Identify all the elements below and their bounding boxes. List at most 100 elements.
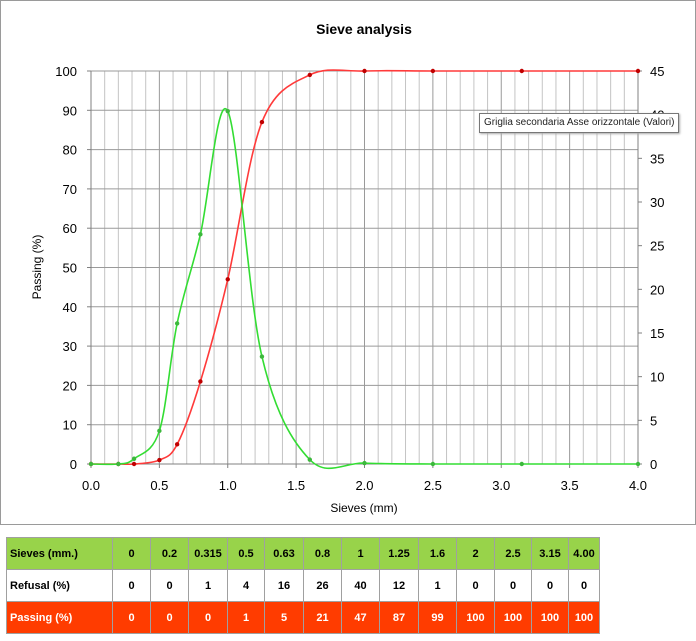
refusal-cell: 12 bbox=[379, 569, 419, 602]
refusal-row-label: Refusal (%) bbox=[6, 569, 113, 602]
y2-tick-label: 25 bbox=[650, 239, 664, 254]
y-tick-label: 60 bbox=[63, 221, 77, 236]
passing-data-point bbox=[157, 457, 162, 463]
sieves-cell: 0.63 bbox=[264, 537, 304, 570]
x-tick-label: 1.0 bbox=[219, 478, 237, 493]
y2-tick-label: 20 bbox=[650, 282, 664, 297]
y-tick-label: 50 bbox=[63, 261, 77, 276]
y2-tick-label: 35 bbox=[650, 151, 664, 166]
sieves-cell: 2.5 bbox=[494, 537, 532, 570]
refusal-row: Refusal (%) 0 0 1 4 16 26 40 12 1 0 0 0 0 bbox=[6, 569, 600, 602]
refusal-cell: 1 bbox=[188, 569, 228, 602]
passing-series-line bbox=[91, 69, 638, 466]
y2-tick-label: 10 bbox=[650, 370, 664, 385]
x-axis-label: Sieves (mm) bbox=[330, 501, 397, 515]
refusal-cell: 16 bbox=[264, 569, 304, 602]
refusal-data-point bbox=[307, 457, 312, 462]
refusal-cell: 0 bbox=[494, 569, 532, 602]
y2-tick-label: 5 bbox=[650, 413, 657, 428]
passing-row: Passing (%) 0 0 0 1 5 21 47 87 99 100 100 100 100 bbox=[6, 601, 600, 634]
refusal-data-point bbox=[362, 460, 367, 466]
passing-cell: 21 bbox=[303, 601, 342, 634]
refusal-cell: 0 bbox=[112, 569, 151, 602]
series-layer bbox=[88, 68, 641, 470]
refusal-data-point bbox=[519, 461, 524, 467]
passing-cell: 1 bbox=[227, 601, 265, 634]
passing-data-point bbox=[307, 72, 312, 78]
passing-cell: 99 bbox=[418, 601, 457, 634]
refusal-data-point bbox=[131, 456, 137, 461]
chart-area: Sieve analysis 0 10 20 30 40 50 60 70 80 90 100 0 5 1… bbox=[0, 0, 696, 525]
y-tick-label: 30 bbox=[63, 339, 77, 354]
sieves-cell: 1.6 bbox=[418, 537, 457, 570]
sieves-cell: 4.00 bbox=[568, 537, 600, 570]
passing-data-point bbox=[198, 379, 203, 384]
passing-cell: 0 bbox=[188, 601, 228, 634]
y-axis-label: Passing (%) bbox=[30, 235, 44, 300]
passing-data-point bbox=[225, 277, 230, 282]
passing-data-point bbox=[131, 461, 137, 467]
passing-data-point bbox=[635, 68, 641, 74]
y-tick-label: 10 bbox=[63, 418, 77, 433]
refusal-cell: 0 bbox=[568, 569, 600, 602]
refusal-cell: 0 bbox=[531, 569, 569, 602]
refusal-data-point bbox=[116, 461, 121, 467]
sieves-cell: 3.15 bbox=[531, 537, 569, 570]
refusal-cell: 4 bbox=[227, 569, 265, 602]
y-tick-label: 20 bbox=[63, 378, 77, 393]
passing-cell: 0 bbox=[150, 601, 189, 634]
refusal-cell: 40 bbox=[341, 569, 380, 602]
refusal-data-point bbox=[430, 461, 436, 467]
y2-tick-label: 30 bbox=[650, 195, 664, 210]
x-tick-label: 0.5 bbox=[150, 478, 168, 493]
passing-row-label: Passing (%) bbox=[6, 601, 113, 634]
refusal-data-point bbox=[225, 108, 230, 114]
refusal-data-point bbox=[88, 461, 94, 467]
sieves-cell: 1.25 bbox=[379, 537, 419, 570]
y2-tick-label: 45 bbox=[650, 64, 664, 79]
passing-data-point bbox=[519, 68, 524, 74]
x-tick-label: 2.5 bbox=[424, 478, 442, 493]
sieves-cell: 0 bbox=[112, 537, 151, 570]
y-tick-label: 80 bbox=[63, 143, 77, 158]
sieves-cell: 0.315 bbox=[188, 537, 228, 570]
x-tick-label: 2.0 bbox=[355, 478, 373, 493]
refusal-data-point bbox=[259, 354, 265, 359]
passing-data-point bbox=[174, 442, 180, 447]
passing-data-point bbox=[362, 68, 367, 74]
refusal-data-point bbox=[157, 428, 162, 434]
x-tick-label: 1.5 bbox=[287, 478, 305, 493]
passing-cell: 87 bbox=[379, 601, 419, 634]
gridline-tooltip: Griglia secondaria Asse orizzontale (Val… bbox=[479, 113, 680, 133]
refusal-data-point bbox=[174, 321, 180, 326]
y-tick-label: 100 bbox=[55, 64, 77, 79]
sieve-chart: Sieve analysis 0 10 20 30 40 50 60 70 80 90 100 0 5 1… bbox=[30, 21, 664, 515]
refusal-cell: 1 bbox=[418, 569, 457, 602]
sieves-row-label: Sieves (mm.) bbox=[6, 537, 113, 570]
passing-cell: 100 bbox=[456, 601, 495, 634]
axes: 0102030405060708090100051015202530354045… bbox=[55, 64, 664, 493]
x-tick-label: 3.0 bbox=[492, 478, 510, 493]
y2-tick-label: 0 bbox=[650, 457, 657, 472]
sieves-cell: 0.2 bbox=[150, 537, 189, 570]
passing-cell: 100 bbox=[494, 601, 532, 634]
y2-tick-label: 15 bbox=[650, 326, 664, 341]
x-tick-label: 4.0 bbox=[629, 478, 647, 493]
refusal-cell: 0 bbox=[150, 569, 189, 602]
refusal-cell: 26 bbox=[303, 569, 342, 602]
passing-cell: 100 bbox=[568, 601, 600, 634]
refusal-cell: 0 bbox=[456, 569, 495, 602]
sieves-cell: 2 bbox=[456, 537, 495, 570]
y-tick-label: 70 bbox=[63, 182, 77, 197]
chart-title: Sieve analysis bbox=[316, 21, 412, 37]
passing-data-point bbox=[430, 68, 436, 74]
sieves-cell: 1 bbox=[341, 537, 380, 570]
refusal-data-point bbox=[198, 232, 203, 237]
x-tick-label: 3.5 bbox=[561, 478, 579, 493]
passing-cell: 0 bbox=[112, 601, 151, 634]
refusal-data-point bbox=[635, 461, 641, 467]
y-tick-label: 40 bbox=[63, 300, 77, 315]
passing-data-point bbox=[259, 119, 265, 125]
x-tick-label: 0.0 bbox=[82, 478, 100, 493]
y-tick-label: 0 bbox=[70, 457, 77, 472]
